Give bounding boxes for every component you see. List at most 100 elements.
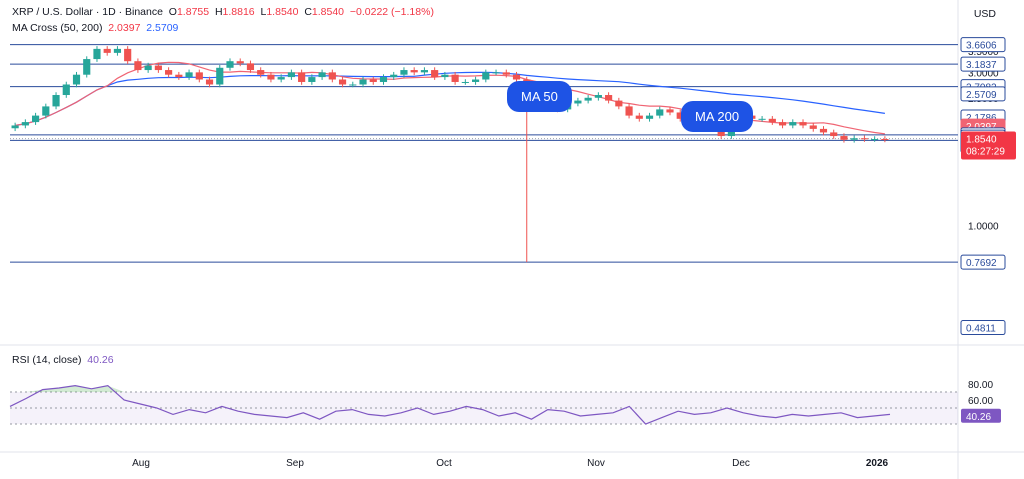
candle-body: [52, 95, 60, 107]
open-label: O: [168, 6, 177, 18]
level-tag-label: 2.5709: [966, 90, 997, 101]
candle-body: [451, 74, 459, 82]
candle-body: [512, 74, 521, 80]
candle-body: [93, 48, 101, 60]
candle-body: [154, 65, 162, 71]
candle-body: [871, 139, 879, 141]
candle-body: [789, 122, 797, 126]
candle-body: [195, 72, 203, 80]
candle-body: [72, 74, 81, 85]
candle-body: [246, 63, 255, 71]
price-tick-label: 1.0000: [968, 222, 999, 233]
candle-body: [819, 128, 828, 133]
rsi-tick-label: 80.00: [968, 380, 993, 391]
high-value: 1.8816: [222, 6, 255, 18]
ma50-value: 2.0397: [108, 22, 141, 34]
candle-body: [574, 100, 582, 104]
candle-body: [584, 97, 592, 101]
rsi-tick-label: 60.00: [968, 396, 993, 407]
candle-body: [881, 139, 889, 141]
level-tag-label: 0.7692: [966, 258, 997, 269]
candle-body: [216, 67, 224, 85]
candle-body: [400, 70, 408, 75]
ma200-annotation: MA 200: [681, 101, 754, 132]
level-tag-box: [960, 254, 1006, 270]
ma200-value: 2.5709: [146, 22, 179, 34]
candle-body: [717, 128, 725, 137]
candle-body: [850, 138, 858, 140]
candle-body: [338, 79, 347, 85]
currency-label[interactable]: USD: [973, 8, 996, 20]
candle-body: [113, 48, 122, 53]
candle-body: [267, 74, 275, 80]
high-label: H: [214, 6, 223, 18]
candle-body: [32, 115, 40, 123]
price-axis: 3.50003.00002.50001.00003.66063.18372.70…: [960, 37, 1016, 423]
candle-body: [21, 122, 29, 126]
price-tick-label: 3.5000: [968, 47, 999, 58]
candle-body: [328, 72, 336, 80]
candle-body: [482, 72, 490, 80]
symbol-name: XRP / U.S. Dollar · 1D · Binance: [12, 6, 163, 18]
candle-body: [615, 100, 623, 107]
ma-legend: MA Cross (50, 200) 2.0397 2.5709: [12, 22, 178, 34]
candle-body: [645, 115, 654, 119]
candle-body: [144, 65, 152, 71]
rsi-badge-value: 40.26: [966, 412, 991, 423]
time-tick-label: Dec: [732, 458, 750, 469]
rsi-value: 40.26: [87, 354, 114, 366]
price-badge: [961, 131, 1016, 160]
price-badge-countdown: 08:27:29: [966, 146, 1005, 157]
level-tag-box: [960, 56, 1006, 72]
candle-body: [830, 132, 838, 137]
rsi-legend: RSI (14, close) 40.26: [12, 354, 114, 366]
candle-body: [175, 74, 183, 78]
candle-body: [441, 74, 449, 78]
time-tick-label: Oct: [436, 458, 452, 469]
candle-body: [298, 72, 306, 82]
candle-body: [768, 118, 776, 123]
rsi-panel: [9, 384, 958, 425]
candle-body: [62, 84, 70, 96]
candle-body: [758, 118, 766, 120]
candle-body: [420, 70, 428, 73]
candle-body: [840, 136, 848, 140]
candle-body: [205, 79, 214, 85]
level-tag-label: 3.1837: [966, 60, 997, 71]
candle-body: [605, 95, 613, 101]
candle-body: [410, 70, 418, 73]
candle-body: [226, 61, 234, 68]
candle-body: [860, 138, 868, 140]
candle-body: [666, 109, 674, 113]
candle-body: [472, 79, 480, 82]
candle-body: [83, 59, 91, 75]
candle-body: [431, 70, 439, 78]
level-tag-label: 0.4811: [966, 324, 996, 335]
ma50-annotation: MA 50: [507, 81, 572, 112]
time-tick-label: 2026: [866, 458, 889, 469]
candle-body: [124, 48, 132, 62]
candle-body: [379, 77, 388, 82]
candle-body: [594, 95, 602, 98]
candle-body: [778, 122, 787, 126]
rsi-line: [9, 384, 891, 425]
open-value: 1.8755: [176, 6, 210, 18]
level-tag-label: 3.6606: [966, 41, 997, 52]
price-badge-value: 1.8540: [966, 134, 997, 145]
candle-body: [625, 106, 633, 116]
candle-body: [11, 125, 19, 129]
candle-body: [359, 79, 367, 85]
candle-body: [185, 72, 193, 78]
price-tick-label: 3.0000: [968, 68, 999, 79]
candle-body: [257, 70, 265, 75]
ma200-line: [15, 71, 885, 126]
level-tag-box: [960, 320, 1006, 336]
symbol-legend: XRP / U.S. Dollar · 1D · Binance O1.8755…: [12, 6, 434, 18]
level-tag-box: [960, 37, 1006, 53]
candle-body: [308, 77, 316, 82]
close-label: C: [304, 6, 312, 18]
candle-body: [492, 72, 500, 74]
candle-body: [809, 125, 817, 129]
candle-body: [165, 70, 173, 75]
